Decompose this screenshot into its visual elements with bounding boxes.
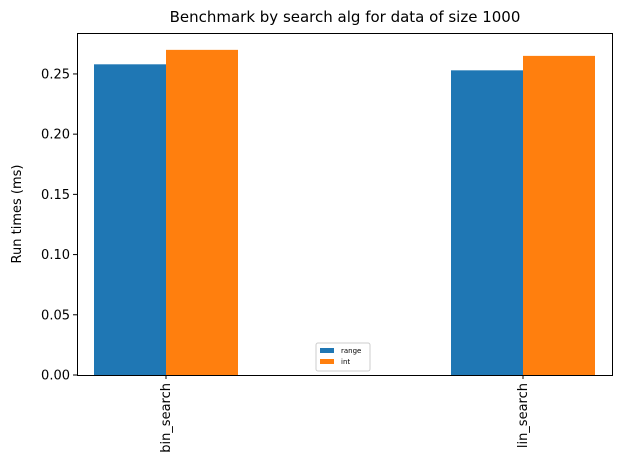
- y-axis: 0.00 0.05 0.10 0.15 0.20 0.25: [41, 67, 77, 384]
- y-tick-label: 0.05: [41, 308, 70, 323]
- x-tick-label: lin_search: [516, 383, 531, 448]
- x-axis: bin_search lin_search: [159, 375, 531, 453]
- bars-group: [94, 49, 595, 376]
- y-axis-title: Run times (ms): [10, 165, 25, 264]
- y-tick-label: 0.25: [41, 67, 70, 82]
- bar-range-lin_search: [451, 70, 523, 375]
- bar-range-bin_search: [94, 64, 166, 375]
- y-tick-label: 0.00: [41, 369, 70, 384]
- legend-swatch-range: [320, 348, 334, 353]
- bar-int-bin_search: [166, 49, 238, 375]
- legend-label-range: range: [341, 347, 361, 355]
- bar-int-lin_search: [523, 55, 595, 376]
- y-tick-label: 0.15: [41, 188, 70, 203]
- y-tick-label: 0.10: [41, 248, 70, 263]
- legend-label-int: int: [341, 358, 350, 366]
- y-tick-label: 0.20: [41, 128, 70, 143]
- legend-swatch-int: [320, 359, 334, 364]
- legend: range int: [315, 342, 371, 372]
- plot-frame: [77, 33, 613, 376]
- chart-title: Benchmark by search alg for data of size…: [170, 8, 521, 26]
- x-tick-label: bin_search: [159, 383, 174, 453]
